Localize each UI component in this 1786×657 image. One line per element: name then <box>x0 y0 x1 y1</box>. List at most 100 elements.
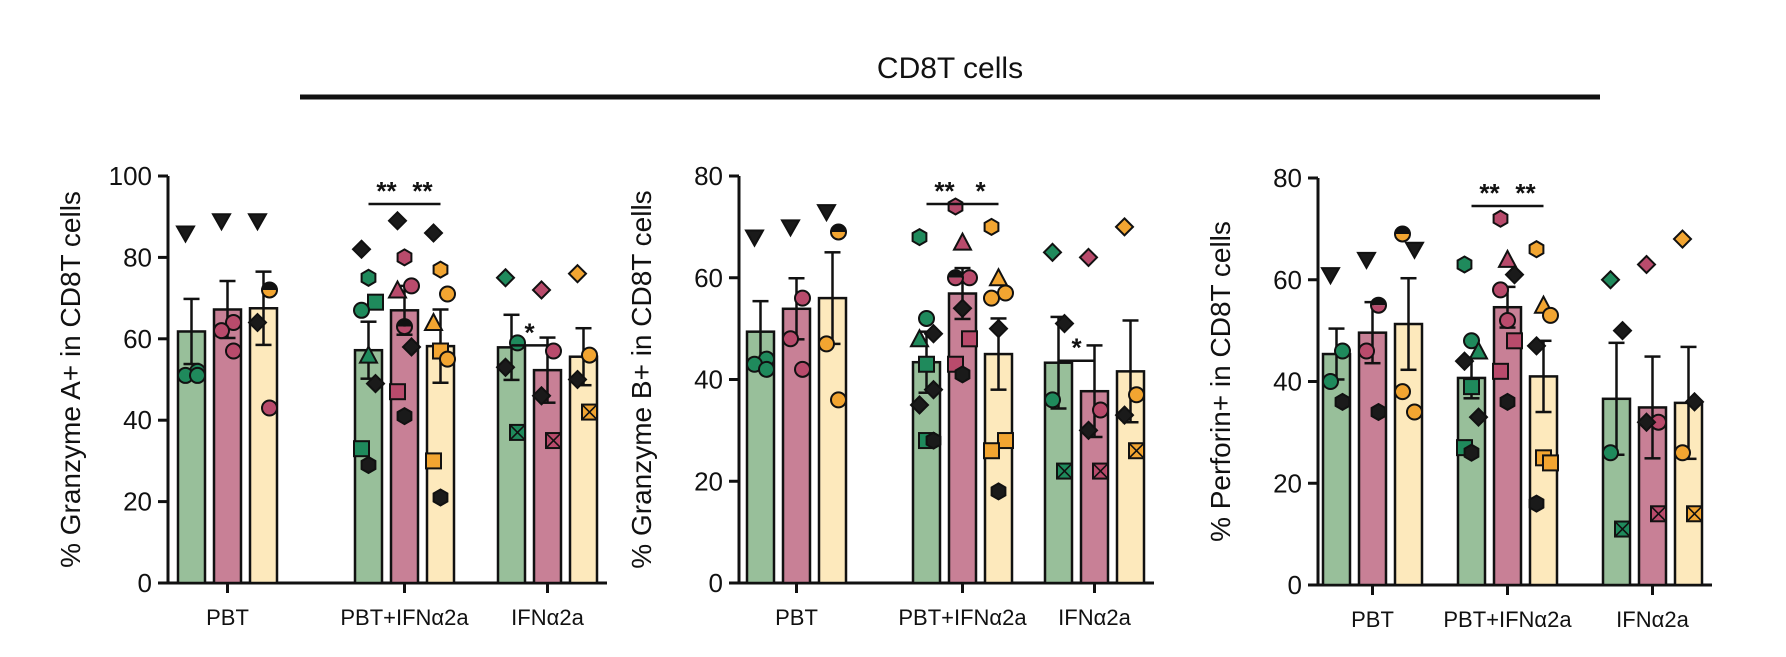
data-point <box>818 335 835 353</box>
data-point <box>213 322 230 340</box>
data-point <box>1468 340 1489 360</box>
data-point <box>782 330 799 348</box>
data-point <box>1463 332 1480 350</box>
data-point <box>954 365 971 384</box>
data-point <box>247 213 268 232</box>
data-point <box>1686 505 1703 523</box>
data-point <box>211 213 232 232</box>
data-point <box>961 330 978 348</box>
bar-green <box>911 360 942 585</box>
chart-panels: % Granzyme A+ in CD8T cells 0 20 40 60 80 100 P… <box>55 161 1712 632</box>
significance-label: ** <box>1479 178 1500 208</box>
data-point <box>1322 373 1339 390</box>
data-point <box>997 432 1014 450</box>
data-point <box>1320 267 1341 286</box>
data-point <box>1612 320 1633 341</box>
data-point <box>423 311 444 332</box>
data-point <box>360 268 377 287</box>
significance-label: ** <box>412 176 433 206</box>
data-point <box>261 281 278 299</box>
data-point <box>189 366 206 384</box>
data-point <box>396 248 413 267</box>
bar-yellow <box>983 352 1014 585</box>
data-point <box>1614 520 1631 538</box>
bar-green <box>1321 352 1352 587</box>
data-point <box>1492 209 1509 228</box>
data-point <box>1358 342 1375 360</box>
data-point <box>1370 296 1387 314</box>
data-point <box>367 293 384 311</box>
data-point <box>1406 403 1423 421</box>
data-point <box>947 197 964 216</box>
y-tick-label: 60 <box>1273 265 1302 295</box>
data-point <box>1054 313 1075 334</box>
data-point <box>425 452 442 470</box>
data-point <box>360 455 377 475</box>
data-point <box>495 267 516 288</box>
data-point <box>403 277 420 295</box>
significance-label: * <box>1071 333 1082 363</box>
data-point <box>387 210 408 231</box>
data-point <box>432 488 449 507</box>
y-tick-label: 0 <box>1288 570 1302 600</box>
y-tick-label: 100 <box>109 161 152 191</box>
bar-red <box>1357 331 1388 587</box>
data-point <box>545 342 562 360</box>
x-tick-label: PBT+IFNα2a <box>898 605 1027 630</box>
data-point <box>1528 494 1545 513</box>
data-point <box>396 318 413 336</box>
data-point <box>1078 247 1099 268</box>
data-point <box>1492 362 1509 380</box>
data-point <box>439 285 456 303</box>
significance-label: ** <box>934 176 955 206</box>
data-point <box>909 328 930 348</box>
data-point <box>1463 378 1480 396</box>
data-point <box>918 309 935 327</box>
figure-title: CD8T cells <box>877 52 1023 85</box>
y-tick-label: 80 <box>694 161 723 191</box>
significance-label: ** <box>1515 178 1536 208</box>
data-point <box>1356 251 1377 270</box>
y-axis-label: % Perforin+ in CD8T cells <box>1205 221 1236 542</box>
data-point <box>997 284 1014 302</box>
data-point <box>495 357 516 378</box>
data-point <box>1499 311 1516 329</box>
data-point <box>1128 442 1145 460</box>
data-point <box>1492 281 1509 299</box>
data-point <box>175 225 196 244</box>
data-point <box>1600 269 1621 290</box>
data-point <box>918 355 935 373</box>
data-point <box>1499 392 1516 412</box>
x-tick-label: PBT <box>775 605 818 630</box>
data-point <box>567 369 588 390</box>
chart-panel-3: % Perforin+ in CD8T cells 0 20 40 60 80 PBT PBT… <box>1205 163 1712 632</box>
data-point <box>1504 264 1525 285</box>
chart-panel-1: % Granzyme A+ in CD8T cells 0 20 40 60 80 100 P… <box>55 161 607 630</box>
data-point <box>423 223 444 243</box>
data-point <box>758 360 775 378</box>
data-point <box>923 323 944 344</box>
data-point <box>1128 386 1145 404</box>
bar-yellow <box>248 307 279 585</box>
data-point <box>952 298 973 319</box>
data-point <box>909 395 930 415</box>
x-tick-label: PBT+IFNα2a <box>340 605 469 630</box>
data-point <box>581 403 598 421</box>
y-tick-label: 80 <box>1273 163 1302 193</box>
data-point <box>1456 255 1473 274</box>
data-point <box>1394 383 1411 401</box>
data-point <box>225 342 242 360</box>
data-point <box>545 432 562 450</box>
y-axis-label: % Granzyme A+ in CD8T cells <box>55 191 86 568</box>
data-point <box>1092 401 1109 419</box>
y-tick-label: 20 <box>694 466 723 496</box>
y-tick-label: 0 <box>138 568 152 598</box>
x-tick-label: IFNα2a <box>511 605 584 630</box>
data-point <box>983 442 1000 460</box>
data-point <box>387 279 408 299</box>
y-tick-label: 80 <box>123 242 152 272</box>
bar-green <box>496 346 527 585</box>
data-point <box>365 373 386 394</box>
data-point <box>952 231 973 251</box>
significance-label: ** <box>376 176 397 206</box>
